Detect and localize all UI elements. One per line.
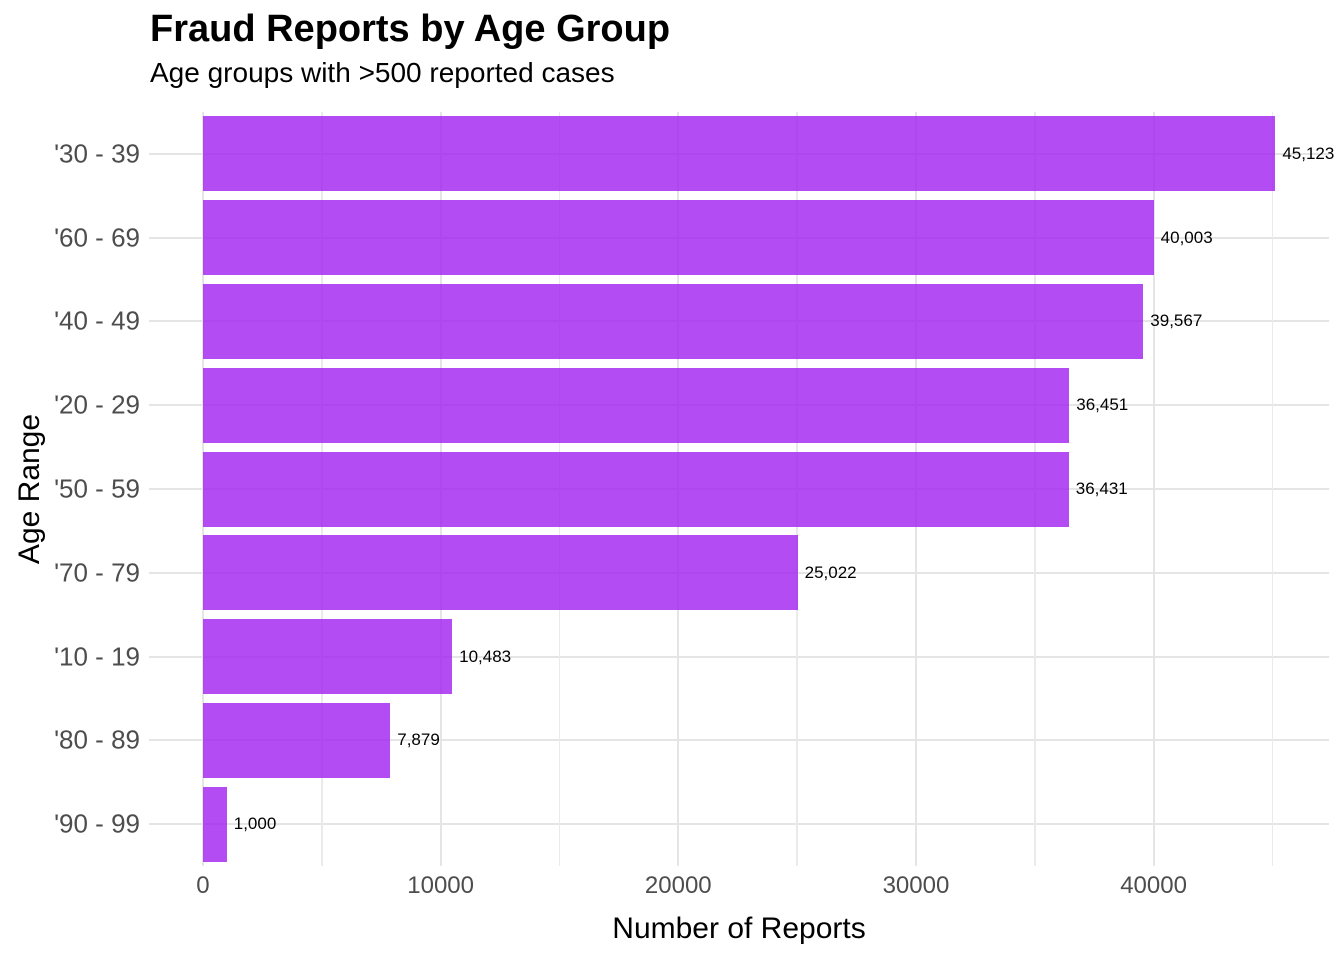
chart-subtitle: Age groups with >500 reported cases (150, 57, 615, 88)
x-tick-label: 10000 (407, 872, 475, 899)
bar-value-label: 40,003 (1160, 227, 1213, 247)
bar-value-label: 39,567 (1150, 311, 1203, 331)
bar--40-49 (202, 284, 1144, 359)
bar--20-29 (202, 368, 1070, 443)
y-tick-label: '70 - 79 (54, 557, 140, 588)
bar--50-59 (202, 452, 1069, 527)
bar--10-19 (202, 619, 453, 694)
x-tick-label: 20000 (644, 872, 712, 899)
bar-value-label: 1,000 (233, 814, 277, 834)
y-tick-label: '20 - 29 (54, 389, 140, 420)
y-tick-label: '90 - 99 (54, 808, 140, 839)
y-axis-labels: '30 - 39 '60 - 69 '40 - 49 '20 - 29 '50 - 59… (0, 112, 140, 866)
y-tick-label: '10 - 19 (54, 641, 140, 672)
y-tick-label: '80 - 89 (54, 724, 140, 755)
y-tick-label: '40 - 49 (54, 305, 140, 336)
bar-value-label: 45,123 (1282, 143, 1335, 163)
bar-value-label: 7,879 (397, 730, 440, 750)
x-axis-title: Number of Reports (612, 912, 866, 945)
x-axis-labels: 0 10000 20000 30000 40000 (149, 872, 1329, 904)
bar-value-label: 25,022 (804, 562, 857, 582)
chart-title: Fraud Reports by Age Group (150, 8, 671, 50)
bar-value-label: 10,483 (459, 646, 512, 666)
bar--90-99 (202, 787, 227, 862)
y-tick-label: '50 - 59 (54, 473, 140, 504)
bar--80-89 (202, 703, 391, 778)
gridline-horizontal (149, 739, 1329, 742)
gridline-horizontal (149, 655, 1329, 658)
y-tick-label: '60 - 69 (54, 222, 140, 253)
bar--70-79 (202, 535, 798, 610)
x-tick-label: 30000 (882, 872, 950, 899)
bar--60-69 (202, 200, 1154, 275)
x-tick-label: 0 (196, 872, 210, 899)
gridline-horizontal (149, 823, 1329, 826)
gridline-vertical-minor (1271, 112, 1274, 866)
plot-panel: 45,123 40,003 39,567 36,451 36,431 25,022 10,4… (149, 112, 1334, 866)
bar--30-39 (202, 116, 1276, 191)
bar-value-label: 36,451 (1076, 395, 1129, 415)
bar-value-label: 36,431 (1075, 479, 1128, 498)
x-tick-label: 40000 (1120, 872, 1187, 899)
gridline-vertical-major (1152, 112, 1155, 866)
y-tick-label: '30 - 39 (54, 138, 140, 169)
